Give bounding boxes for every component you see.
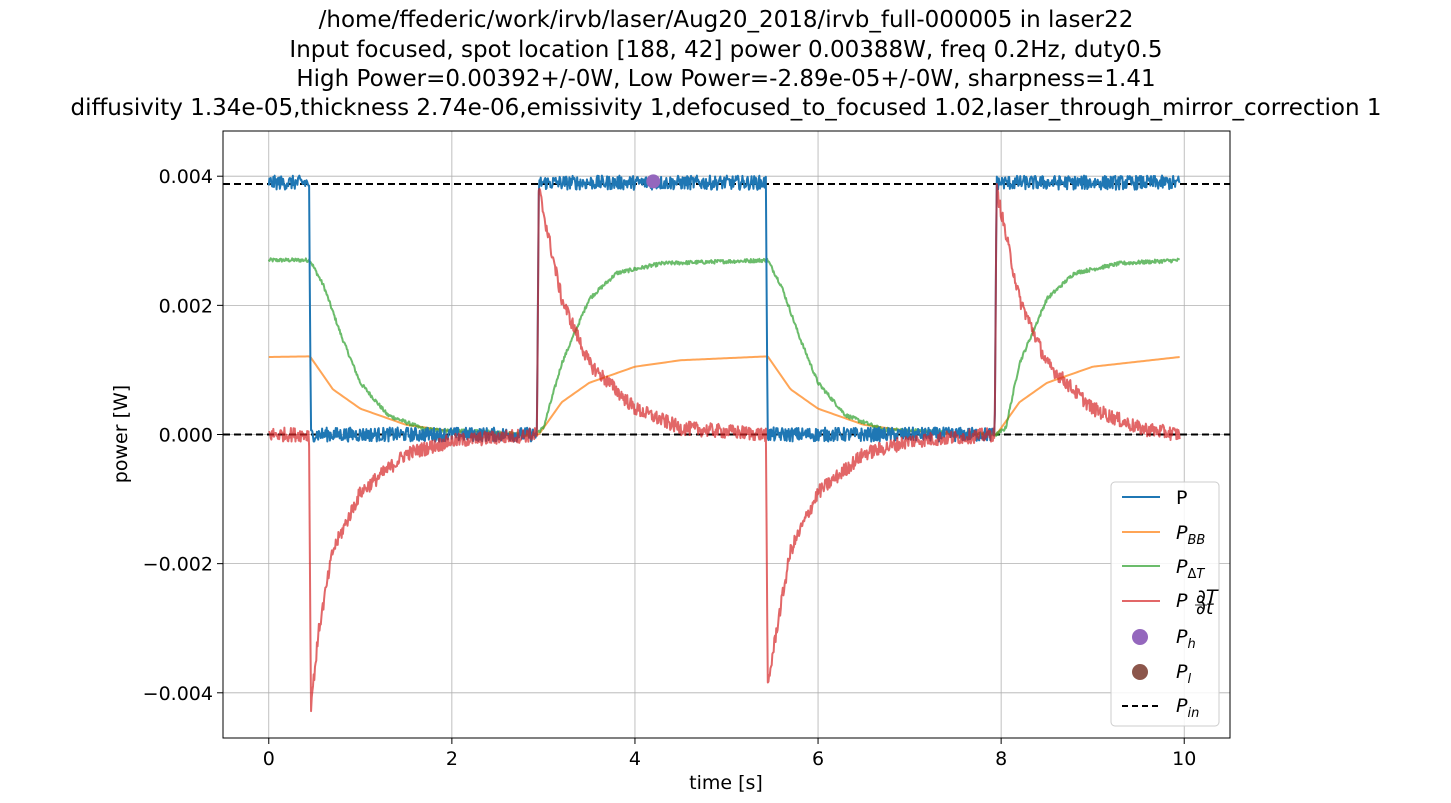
legend-label-p-h: Ph [1176, 626, 1196, 652]
legend-marker-p-h [1132, 629, 1148, 645]
legend-label-p-l: Pl [1176, 661, 1191, 687]
chart-title: /home/ffederic/work/irvb/laser/Aug20_201… [70, 7, 1381, 121]
x-tick-label: 10 [1172, 748, 1196, 770]
legend-label-p-dtdt: P [1176, 590, 1188, 612]
svg-text:∂t: ∂t [1196, 597, 1215, 619]
svg-text:∂T: ∂T [1196, 586, 1219, 608]
legend-label-p: P [1176, 487, 1187, 509]
y-tick-label: 0.000 [159, 425, 213, 447]
series-line-p [267, 174, 1181, 443]
y-tick-label: −0.004 [143, 683, 213, 705]
x-tick-label: 0 [263, 748, 275, 770]
y-tick-label: −0.002 [143, 554, 213, 576]
x-axis-label: time [s] [689, 772, 763, 794]
legend-marker-p-l [1132, 664, 1148, 680]
legend: P PBB PΔT P ∂T ∂t Ph Pl Pin [1110, 481, 1220, 727]
legend-label-p-dtdt-fraction: ∂T ∂t [1195, 586, 1219, 619]
legend-label-p-dt: PΔT [1176, 556, 1205, 582]
x-tick-label: 8 [995, 748, 1007, 770]
y-ticks: −0.004 −0.002 0.000 0.002 0.004 [143, 166, 223, 705]
y-tick-label: 0.002 [159, 295, 213, 317]
x-ticks: 0 2 4 6 8 10 [263, 738, 1196, 770]
y-axis-label: power [W] [110, 385, 132, 483]
title-line-4: diffusivity 1.34e-05,thickness 2.74e-06,… [70, 95, 1381, 121]
title-line-3: High Power=0.00392+/-0W, Low Power=-2.89… [296, 66, 1155, 92]
x-tick-label: 2 [446, 748, 458, 770]
title-line-2: Input focused, spot location [188, 42] p… [289, 37, 1162, 63]
reference-lines [223, 182, 1230, 436]
point-markers [646, 174, 661, 189]
marker-p-h [646, 174, 661, 189]
series-line-p-dtdt [268, 183, 1181, 713]
title-line-1: /home/ffederic/work/irvb/laser/Aug20_201… [319, 7, 1134, 33]
x-tick-label: 6 [812, 748, 824, 770]
legend-label-p-in: Pin [1176, 695, 1199, 721]
series-line-p-dt [267, 257, 1180, 438]
legend-label-p-bb: PBB [1176, 522, 1205, 548]
x-tick-label: 4 [629, 748, 641, 770]
series-lines [267, 174, 1181, 713]
y-tick-label: 0.004 [159, 166, 213, 188]
